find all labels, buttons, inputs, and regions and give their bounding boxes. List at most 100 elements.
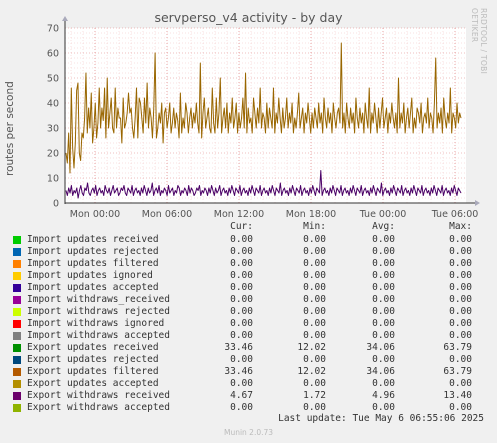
legend-swatch [13,392,21,400]
legend-avg-value: 0.00 [372,282,395,293]
legend-row: Import withdraws rejected 0.00 0.00 0.00 0.0… [0,306,497,318]
munin-version: Munin 2.0.73 [223,428,274,437]
legend-row: Export updates received 33.46 12.02 34.06 63… [0,342,497,354]
legend-max-value: 0.00 [449,306,472,317]
last-update: Last update: Tue May 6 06:55:06 2025 [278,413,484,424]
legend-cur-value: 0.00 [230,282,253,293]
legend-label: Export withdraws received [27,390,170,401]
legend-label: Import withdraws rejected [27,306,170,317]
legend-cur-value: 0.00 [230,402,253,413]
legend-avg-value: 0.00 [372,330,395,341]
x-tick-label: Tue 06:00 [431,209,479,220]
legend-avg-value: 0.00 [372,378,395,389]
legend-cur-value: 0.00 [230,330,253,341]
legend-min-value: 0.00 [303,330,326,341]
legend-cur-value: 0.00 [230,270,253,281]
plot-background [65,28,466,203]
legend-cur-value: 33.46 [224,366,253,377]
legend-min-value: 0.00 [303,402,326,413]
y-tick-label: 70 [47,24,59,35]
legend-max-value: 0.00 [449,282,472,293]
legend-min-value: 1.72 [303,390,326,401]
legend-label: Import updates rejected [27,246,159,257]
legend-min-value: 0.00 [303,306,326,317]
legend-cur-value: 0.00 [230,294,253,305]
legend-row: Import updates filtered 0.00 0.00 0.00 0.00 [0,258,497,270]
legend-cur-value: 0.00 [230,378,253,389]
legend-label: Export withdraws accepted [27,402,170,413]
legend-label: Import updates ignored [27,270,153,281]
legend-max-value: 0.00 [449,318,472,329]
legend-row: Export withdraws received 4.67 1.72 4.96 13.… [0,390,497,402]
legend-avg-value: 0.00 [372,306,395,317]
legend-max-value: 0.00 [449,294,472,305]
legend-cur-value: 0.00 [230,306,253,317]
legend-avg-value: 0.00 [372,294,395,305]
x-tick-label: Mon 00:00 [70,209,120,220]
legend-cur-value: 33.46 [224,342,253,353]
legend-max-value: 0.00 [449,378,472,389]
legend-min-value: 0.00 [303,246,326,257]
legend-max-value: 0.00 [449,330,472,341]
legend-swatch [13,380,21,388]
legend-row: Import withdraws ignored 0.00 0.00 0.00 0.00 [0,318,497,330]
series-line [65,170,462,199]
legend-label: Import updates filtered [27,258,159,269]
legend-header-cur: Cur: [230,221,253,232]
legend-label: Export updates accepted [27,378,159,389]
legend-swatch [13,332,21,340]
legend-label: Export updates filtered [27,366,159,377]
legend-label: Export updates received [27,342,159,353]
legend-max-value: 13.40 [443,390,472,401]
legend-swatch [13,236,21,244]
y-tick-label: 10 [47,174,59,185]
legend-min-value: 12.02 [297,342,326,353]
legend-cur-value: 0.00 [230,234,253,245]
legend-label: Import withdraws_received [27,294,170,305]
x-tick-label: Mon 06:00 [142,209,192,220]
legend-swatch [13,356,21,364]
legend-max-value: 0.00 [449,258,472,269]
y-tick-label: 20 [47,149,59,160]
y-tick-label: 0 [53,199,59,210]
legend-avg-value: 0.00 [372,402,395,413]
legend-cur-value: 4.67 [230,390,253,401]
legend-avg-value: 34.06 [366,366,395,377]
legend-row: Import updates rejected 0.00 0.00 0.00 0.00 [0,246,497,258]
legend-avg-value: 0.00 [372,270,395,281]
legend-max-value: 0.00 [449,234,472,245]
legend-label: Import withdraws ignored [27,318,165,329]
legend-row: Export updates rejected 0.00 0.00 0.00 0.00 [0,354,497,366]
series-line [65,42,462,174]
legend-swatch [13,404,21,412]
y-tick-label: 60 [47,49,59,60]
legend-swatch [13,368,21,376]
legend-row: Import withdraws_received 0.00 0.00 0.00 0.0… [0,294,497,306]
legend-label: Import updates received [27,234,159,245]
legend-label: Import updates accepted [27,282,159,293]
legend-avg-value: 4.96 [372,390,395,401]
legend-swatch [13,320,21,328]
legend-header-avg: Avg: [372,221,395,232]
y-tick-label: 30 [47,124,59,135]
legend-min-value: 0.00 [303,270,326,281]
legend-swatch [13,296,21,304]
legend-swatch [13,284,21,292]
y-axis-arrow [62,16,68,21]
legend-avg-value: 0.00 [372,318,395,329]
legend-header-max: Max: [449,221,472,232]
x-axis-arrow [475,200,480,206]
chart-plot: 0 10 20 30 40 50 60 70 Mon 00:00 Mon 06:00 Mon 12:… [47,16,480,220]
legend-swatch [13,272,21,280]
y-tick-label: 50 [47,74,59,85]
legend-row: Export updates filtered 33.46 12.02 34.06 63… [0,366,497,378]
legend-swatch [13,248,21,256]
legend-row: Import withdraws accepted 0.00 0.00 0.00 0.0… [0,330,497,342]
legend-row: Export updates accepted 0.00 0.00 0.00 0.00 [0,378,497,390]
legend-avg-value: 0.00 [372,234,395,245]
legend-row: Import updates ignored 0.00 0.00 0.00 0.00 [0,270,497,282]
legend-row: Import updates received 0.00 0.00 0.00 0.00 [0,234,497,246]
legend-avg-value: 0.00 [372,258,395,269]
legend-min-value: 12.02 [297,366,326,377]
legend-min-value: 0.00 [303,318,326,329]
